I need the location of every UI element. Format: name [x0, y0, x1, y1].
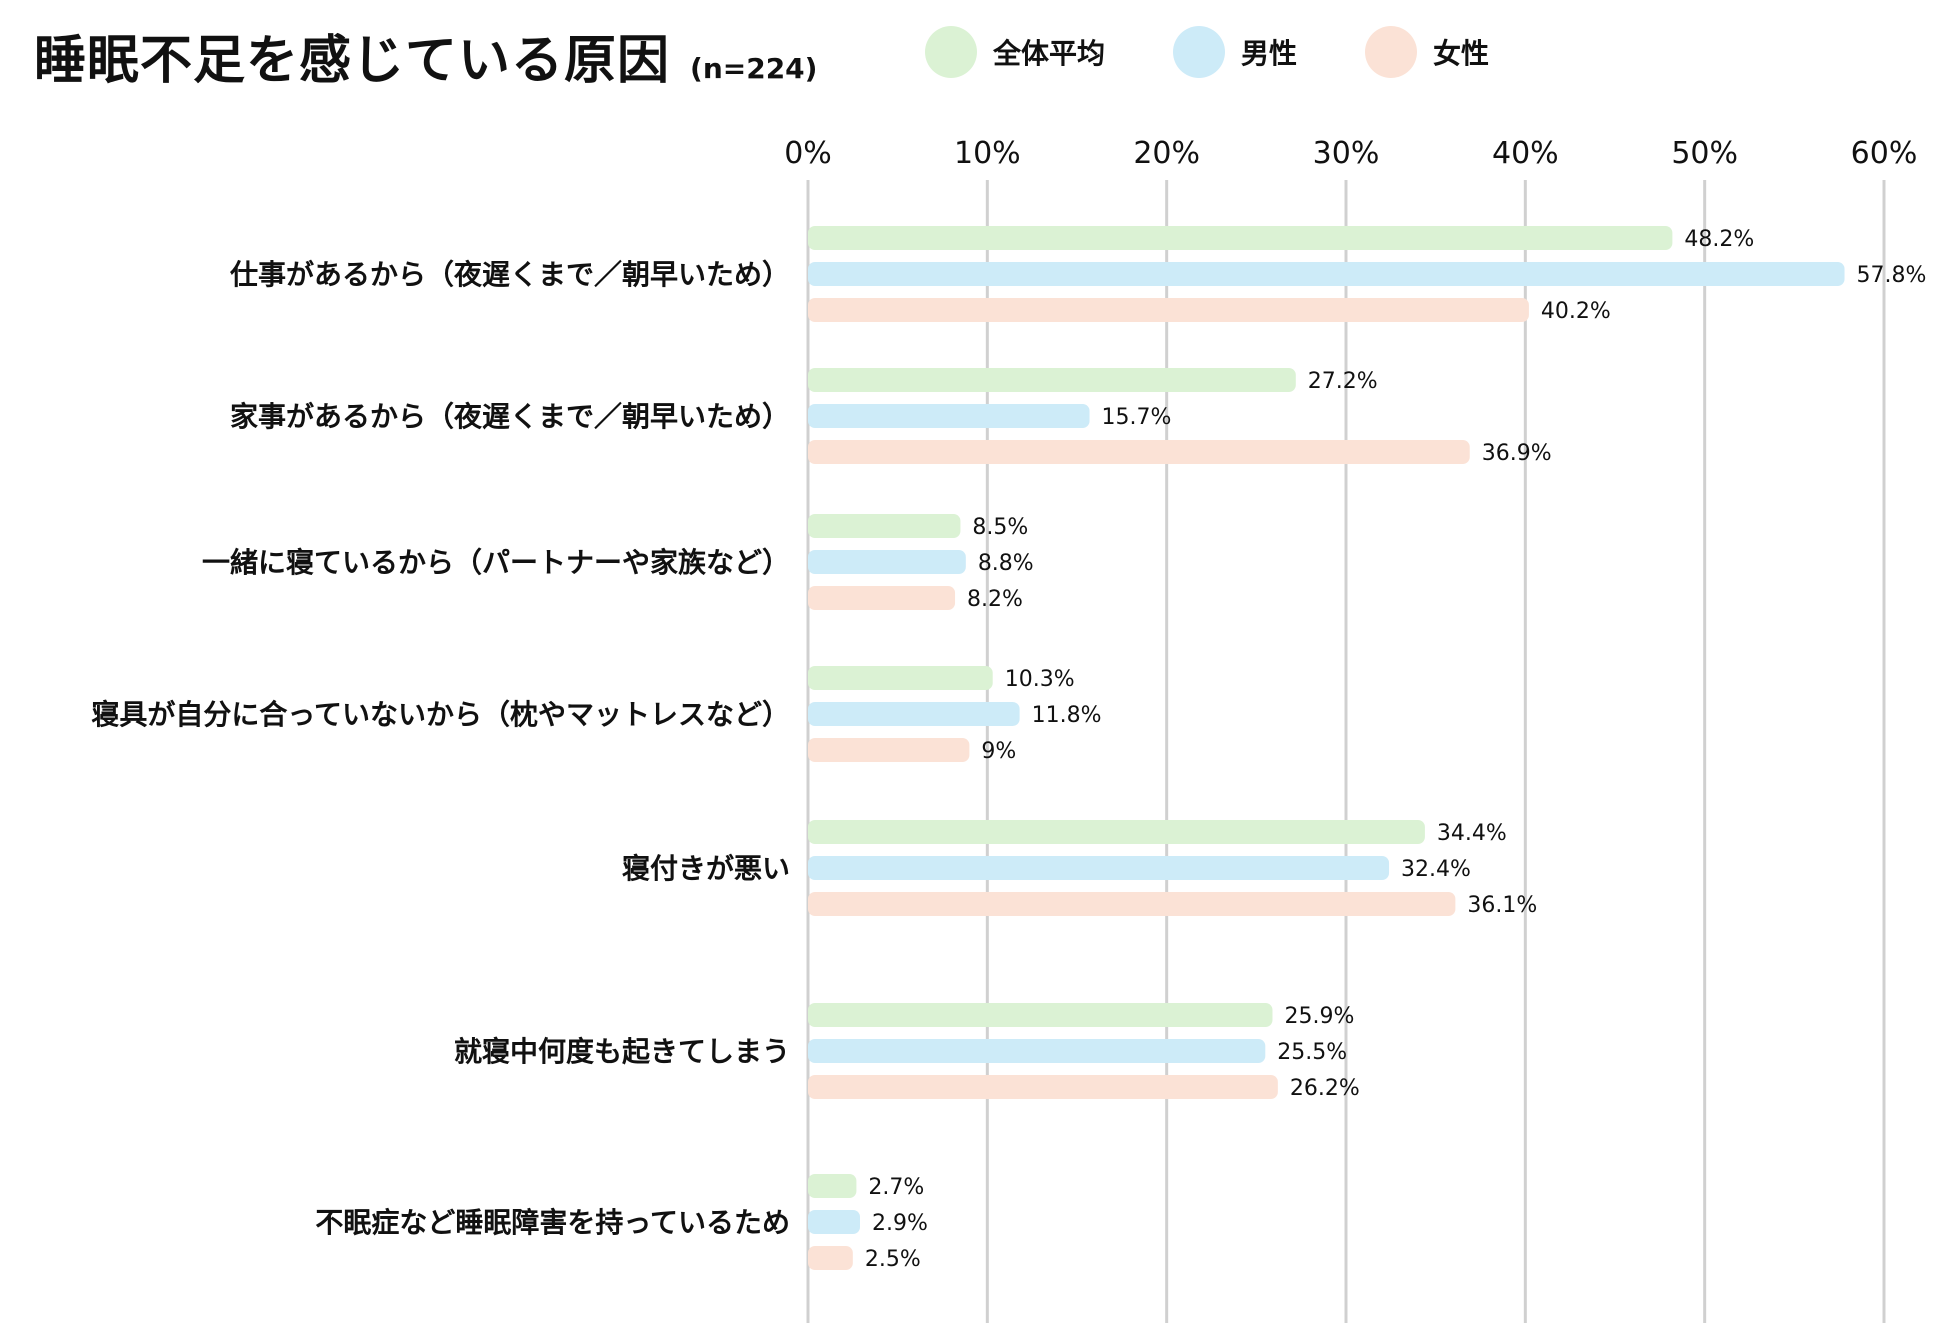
value-label-overall-1: 48.2% [1684, 227, 1754, 252]
category-label-4: 寝具が自分に合っていないから（枕やマットレスなど） [91, 698, 790, 731]
bar-overall-2 [808, 368, 1296, 392]
value-label-male-7: 2.9% [872, 1211, 928, 1236]
x-tick-label-40: 40% [1492, 136, 1559, 171]
bar-female-2 [808, 440, 1470, 464]
chart-legend: 全体平均 男性 女性 [925, 26, 1557, 78]
bar-male-1 [808, 262, 1845, 286]
bar-overall-4 [808, 666, 993, 690]
value-label-male-3: 8.8% [978, 551, 1034, 576]
legend-swatch-male [1173, 26, 1226, 78]
chart-subtitle: (n=224) [690, 52, 818, 85]
category-label-3: 一緒に寝ているから（パートナーや家族など） [202, 546, 790, 579]
chart-title-block: 睡眠不足を感じている原因 (n=224) [34, 18, 817, 93]
x-tick-label-60: 60% [1851, 136, 1918, 171]
category-label-6: 就寝中何度も起きてしまう [454, 1035, 790, 1068]
legend-label-overall: 全体平均 [993, 37, 1106, 70]
bar-female-3 [808, 586, 956, 610]
x-tick-label-50: 50% [1671, 136, 1738, 171]
bar-overall-3 [808, 514, 961, 538]
value-label-female-3: 8.2% [967, 587, 1023, 612]
category-label-2: 家事があるから（夜遅くまで／朝早いため） [230, 400, 790, 433]
category-label-5: 寝付きが悪い [622, 852, 790, 885]
value-label-male-2: 15.7% [1102, 405, 1172, 430]
value-label-male-6: 25.5% [1277, 1040, 1347, 1065]
bar-overall-1 [808, 226, 1673, 250]
bar-female-5 [808, 892, 1456, 916]
legend-item-female: 女性 [1365, 26, 1489, 78]
value-label-female-6: 26.2% [1290, 1076, 1360, 1101]
value-label-overall-7: 2.7% [868, 1175, 924, 1200]
value-label-overall-4: 10.3% [1005, 667, 1075, 692]
value-label-overall-3: 8.5% [972, 515, 1028, 540]
legend-label-male: 男性 [1241, 37, 1298, 70]
value-label-male-4: 11.8% [1032, 703, 1102, 728]
bar-overall-7 [808, 1174, 857, 1198]
bar-overall-6 [808, 1003, 1273, 1027]
x-tick-label-10: 10% [954, 136, 1021, 171]
legend-label-female: 女性 [1433, 37, 1490, 70]
bar-overall-5 [808, 820, 1425, 844]
bar-female-6 [808, 1075, 1278, 1099]
legend-item-male: 男性 [1173, 26, 1297, 78]
value-label-overall-6: 25.9% [1284, 1004, 1354, 1029]
value-label-male-1: 57.8% [1857, 263, 1927, 288]
category-label-7: 不眠症など睡眠障害を持っているため [315, 1206, 790, 1239]
value-label-female-4: 9% [981, 739, 1016, 764]
value-label-overall-5: 34.4% [1437, 821, 1507, 846]
bar-male-4 [808, 702, 1020, 726]
bar-male-7 [808, 1210, 861, 1234]
x-tick-label-0: 0% [784, 136, 832, 171]
value-label-female-1: 40.2% [1541, 299, 1611, 324]
value-label-male-5: 32.4% [1401, 857, 1471, 882]
value-label-female-7: 2.5% [865, 1247, 921, 1272]
bar-male-6 [808, 1039, 1266, 1063]
legend-item-overall: 全体平均 [925, 26, 1105, 78]
legend-swatch-female [1365, 26, 1418, 78]
bar-male-2 [808, 404, 1090, 428]
bar-female-7 [808, 1246, 853, 1270]
bar-female-4 [808, 738, 970, 762]
bar-male-5 [808, 856, 1390, 880]
x-tick-label-30: 30% [1313, 136, 1380, 171]
chart-title: 睡眠不足を感じている原因 [34, 31, 671, 91]
value-label-female-5: 36.1% [1467, 893, 1537, 918]
value-label-female-2: 36.9% [1482, 441, 1552, 466]
value-label-overall-2: 27.2% [1308, 369, 1378, 394]
category-label-1: 仕事があるから（夜遅くまで／朝早いため） [229, 258, 790, 291]
bar-male-3 [808, 550, 966, 574]
legend-swatch-overall [925, 26, 977, 78]
bar-female-1 [808, 298, 1529, 322]
x-tick-label-20: 20% [1133, 136, 1200, 171]
